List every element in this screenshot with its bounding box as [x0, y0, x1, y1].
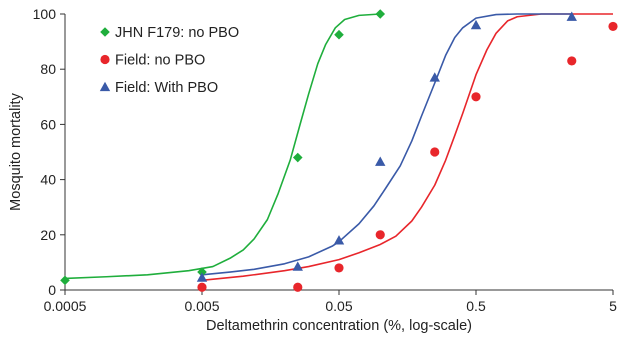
data-point-circle — [430, 147, 440, 157]
data-point-circle — [608, 21, 618, 32]
data-point-circle — [471, 92, 481, 102]
x-tick-label: 0.05 — [325, 298, 352, 314]
data-point-triangle — [292, 261, 303, 271]
x-tick-label: 5 — [609, 298, 617, 314]
data-point-diamond — [60, 275, 70, 286]
legend-marker-circle — [100, 54, 110, 65]
data-point-circle — [334, 263, 344, 273]
y-tick-label: 100 — [33, 6, 57, 22]
y-tick-label: 80 — [40, 61, 56, 77]
fit-curve-3 — [201, 13, 572, 276]
data-markers — [60, 9, 618, 292]
data-point-circle — [197, 282, 207, 292]
legend: JHN F179: no PBO Field: no PBO Field: With… — [99, 25, 239, 96]
data-point-triangle — [375, 156, 386, 166]
data-point-circle — [375, 230, 385, 240]
legend-marker-triangle — [99, 81, 111, 92]
data-point-diamond — [197, 267, 207, 277]
x-tick-label: 0.005 — [184, 298, 219, 314]
x-tick-label: 0.0005 — [44, 298, 87, 314]
data-point-circle — [293, 282, 303, 292]
data-point-triangle — [333, 235, 345, 245]
fit-curve-1 — [64, 13, 381, 280]
fit-curves — [64, 13, 613, 282]
y-tick-label: 20 — [40, 227, 56, 243]
y-tick-label: 0 — [48, 282, 56, 298]
data-point-diamond — [334, 29, 344, 40]
data-point-circle — [567, 56, 577, 66]
data-point-triangle — [566, 11, 577, 21]
legend-label: JHN F179: no PBO — [115, 25, 239, 41]
data-point-triangle — [196, 272, 208, 282]
y-axis-title: Mosquito mortality — [8, 92, 24, 210]
legend-label: Field: no PBO — [115, 53, 205, 69]
fit-curve-2 — [201, 13, 613, 282]
y-tick-label: 60 — [40, 116, 56, 132]
legend-label: Field: With PBO — [115, 80, 218, 96]
data-point-triangle — [470, 19, 482, 30]
x-tick-label: 0.5 — [466, 298, 486, 314]
legend-marker-diamond — [100, 27, 110, 37]
data-point-diamond — [375, 9, 386, 19]
axes: 0 20 40 60 80 100 0.0005 0.005 0.05 0.5 5 — [33, 6, 617, 314]
x-axis-title: Deltamethrin concentration (%, log-scale… — [206, 318, 472, 334]
data-point-triangle — [429, 72, 440, 82]
data-point-diamond — [292, 152, 303, 163]
y-tick-label: 40 — [40, 172, 56, 188]
